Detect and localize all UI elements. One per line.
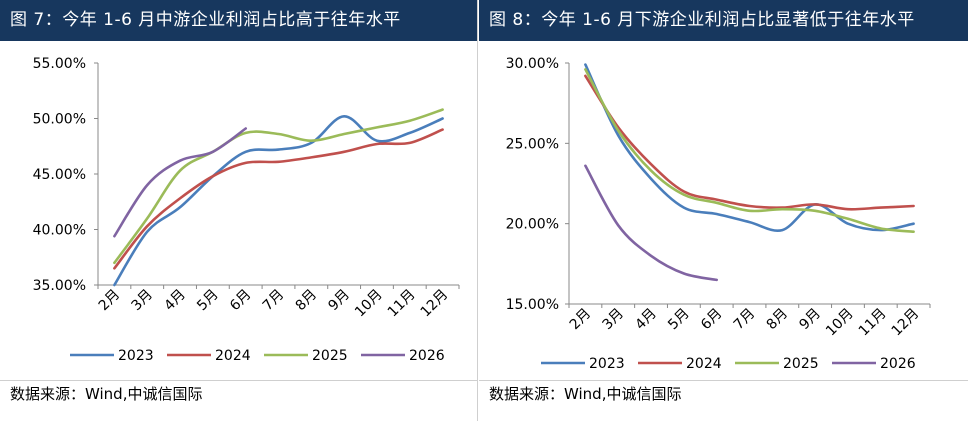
y-tick-label: 45.00% — [33, 167, 86, 183]
series-line-2025 — [584, 68, 915, 233]
legend-label: 2025 — [783, 356, 819, 372]
x-tick-label: 6月 — [698, 306, 726, 334]
series-line-2023 — [113, 114, 444, 287]
x-tick-label: 9月 — [325, 287, 353, 315]
source-note: 数据来源：Wind,中诚信国际 — [10, 385, 203, 403]
x-tick-label: 12月 — [418, 287, 452, 321]
x-tick-label: 9月 — [796, 306, 824, 334]
x-tick-label: 7月 — [731, 306, 759, 334]
legend-label: 2023 — [589, 356, 625, 372]
y-tick-label: 40.00% — [33, 223, 86, 239]
series-line-2026 — [113, 127, 247, 238]
divider — [479, 380, 968, 381]
legend-label: 2025 — [312, 348, 348, 364]
x-tick-label: 2月 — [96, 287, 124, 315]
x-tick-label: 10月 — [352, 287, 386, 321]
x-tick-label: 5月 — [665, 306, 693, 334]
x-tick-label: 8月 — [293, 287, 321, 315]
legend-label: 2024 — [215, 348, 251, 364]
chart-panel-left: 图 7：今年 1-6 月中游企业利润占比高于往年水平 35.00% 40.00% 4… — [0, 0, 478, 421]
y-tick-label: 55.00% — [33, 56, 86, 72]
legend-label: 2023 — [118, 348, 154, 364]
divider — [0, 380, 477, 381]
series-line-2026 — [584, 164, 718, 282]
y-tick-label: 20.00% — [506, 217, 559, 233]
x-tick-label: 11月 — [385, 287, 419, 321]
y-tick-label: 25.00% — [506, 136, 559, 152]
x-tick-label: 4月 — [161, 287, 189, 315]
y-tick-label: 35.00% — [33, 278, 86, 294]
y-tick-label: 50.00% — [33, 112, 86, 128]
x-tick-label: 10月 — [823, 306, 857, 340]
source-note: 数据来源：Wind,中诚信国际 — [489, 385, 682, 403]
line-chart-midstream: 35.00% 40.00% 45.00% 50.00% 55.00% 2月 3月 4月 5月 6月… — [33, 56, 460, 364]
x-tick-label: 12月 — [889, 306, 923, 340]
chart-title: 图 8：今年 1-6 月下游企业利润占比显著低于往年水平 — [479, 0, 968, 41]
x-tick-label: 8月 — [764, 306, 792, 334]
x-tick-label: 6月 — [227, 287, 255, 315]
x-tick-label: 4月 — [632, 306, 660, 334]
x-tick-label: 2月 — [567, 306, 595, 334]
chart-panel-right: 图 8：今年 1-6 月下游企业利润占比显著低于往年水平 15.00% 20.00… — [479, 0, 968, 421]
y-tick-label: 15.00% — [506, 297, 559, 313]
x-tick-label: 11月 — [856, 306, 890, 340]
series-line-2025 — [113, 108, 444, 265]
y-tick-label: 30.00% — [506, 56, 559, 72]
x-tick-label: 7月 — [260, 287, 288, 315]
line-chart-downstream: 15.00% 20.00% 25.00% 30.00% 2月 3月 4月 5月 6月 7月 8月 9月… — [506, 56, 931, 372]
series-line-2024 — [113, 128, 444, 270]
series-line-2024 — [584, 74, 915, 211]
x-tick-label: 5月 — [194, 287, 222, 315]
x-tick-label: 3月 — [600, 306, 628, 334]
legend-label: 2026 — [880, 356, 916, 372]
x-tick-label: 3月 — [129, 287, 157, 315]
series-line-2023 — [584, 63, 915, 232]
chart-title: 图 7：今年 1-6 月中游企业利润占比高于往年水平 — [0, 0, 477, 41]
legend-label: 2026 — [409, 348, 445, 364]
legend-label: 2024 — [686, 356, 722, 372]
